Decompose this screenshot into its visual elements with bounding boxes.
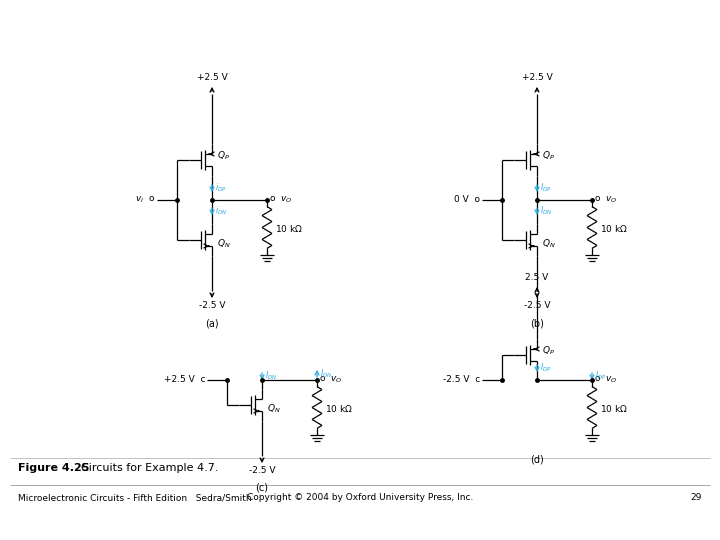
- Text: -2.5 V  c: -2.5 V c: [443, 375, 480, 384]
- Text: -2.5 V: -2.5 V: [523, 301, 550, 310]
- Text: -2.5 V: -2.5 V: [248, 466, 275, 475]
- Text: 2.5 V: 2.5 V: [526, 273, 549, 282]
- Text: $I_{DP}$: $I_{DP}$: [540, 182, 552, 194]
- Text: $Q_P$: $Q_P$: [217, 150, 230, 162]
- Text: Figure 4.25: Figure 4.25: [18, 463, 89, 473]
- Text: o  $v_O$: o $v_O$: [594, 375, 617, 385]
- Text: $i_{DP}$: $i_{DP}$: [215, 182, 227, 194]
- Text: +2.5 V  c: +2.5 V c: [163, 375, 205, 384]
- Text: Circuits for Example 4.7.: Circuits for Example 4.7.: [74, 463, 218, 473]
- Text: Copyright © 2004 by Oxford University Press, Inc.: Copyright © 2004 by Oxford University Pr…: [247, 494, 473, 503]
- Text: o  $v_O$: o $v_O$: [594, 195, 617, 205]
- Text: 10 k$\Omega$: 10 k$\Omega$: [325, 402, 353, 414]
- Text: $v_I$  o: $v_I$ o: [135, 195, 155, 205]
- Text: -2.5 V: -2.5 V: [199, 301, 225, 310]
- Text: $Q_P$: $Q_P$: [542, 150, 555, 162]
- Text: $Q_P$: $Q_P$: [542, 345, 555, 357]
- Text: $I_{DP}$: $I_{DP}$: [540, 362, 552, 374]
- Text: 10 k$\Omega$: 10 k$\Omega$: [600, 222, 628, 233]
- Text: $Q_N$: $Q_N$: [217, 238, 230, 250]
- Text: o  $v_O$: o $v_O$: [269, 195, 292, 205]
- Text: 10 k$\Omega$: 10 k$\Omega$: [600, 402, 628, 414]
- Text: $Q_N$: $Q_N$: [267, 403, 281, 415]
- Text: +2.5 V: +2.5 V: [521, 73, 552, 82]
- Text: $I_{DN}$: $I_{DN}$: [265, 370, 277, 382]
- Text: (a): (a): [205, 318, 219, 328]
- Text: 10 k$\Omega$: 10 k$\Omega$: [275, 222, 303, 233]
- Text: o  $v_O$: o $v_O$: [319, 375, 342, 385]
- Text: (b): (b): [530, 318, 544, 328]
- Text: 0 V  o: 0 V o: [454, 195, 480, 205]
- Text: $I_{DP}$: $I_{DP}$: [595, 370, 606, 382]
- Text: $i_{DN}$: $i_{DN}$: [215, 205, 227, 217]
- Text: (d): (d): [530, 455, 544, 465]
- Text: 29: 29: [690, 494, 702, 503]
- Text: $Q_N$: $Q_N$: [542, 238, 556, 250]
- Text: Microelectronic Circuits - Fifth Edition   Sedra/Smith: Microelectronic Circuits - Fifth Edition…: [18, 494, 251, 503]
- Text: $I_{DN}$: $I_{DN}$: [320, 368, 332, 380]
- Text: +2.5 V: +2.5 V: [197, 73, 228, 82]
- Text: (c): (c): [256, 483, 269, 493]
- Text: $I_{DN}$: $I_{DN}$: [540, 205, 552, 217]
